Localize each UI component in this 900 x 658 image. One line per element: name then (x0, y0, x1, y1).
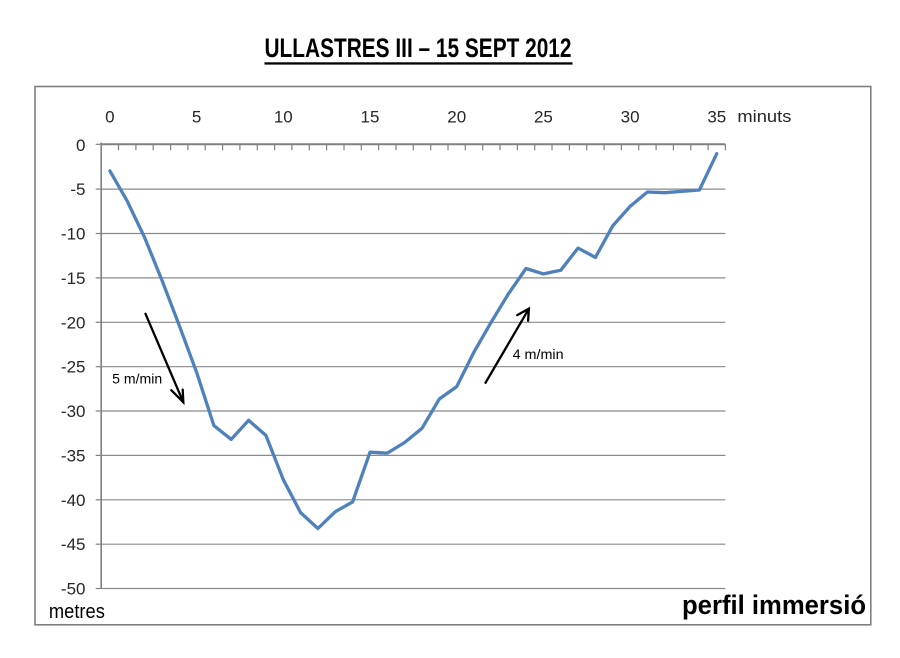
svg-text:-25: -25 (61, 358, 86, 377)
svg-text:-15: -15 (61, 269, 86, 288)
svg-text:-30: -30 (61, 402, 86, 421)
svg-text:4 m/min: 4 m/min (513, 346, 564, 362)
svg-text:minuts: minuts (737, 107, 791, 126)
svg-text:-5: -5 (70, 180, 85, 199)
svg-text:0: 0 (76, 136, 85, 155)
svg-text:-45: -45 (61, 535, 86, 554)
svg-text:-10: -10 (61, 225, 86, 244)
svg-text:-40: -40 (61, 491, 86, 510)
svg-text:5 m/min: 5 m/min (112, 370, 162, 386)
svg-text:perfil immersió: perfil immersió (682, 590, 866, 620)
svg-text:30: 30 (621, 107, 640, 126)
svg-text:metres: metres (49, 601, 105, 623)
svg-text:-50: -50 (61, 580, 86, 599)
svg-text:0: 0 (105, 107, 114, 126)
svg-text:-35: -35 (61, 446, 86, 465)
svg-text:20: 20 (447, 107, 466, 126)
svg-text:25: 25 (534, 107, 553, 126)
svg-text:ULLASTRES III – 15 SEPT 2012: ULLASTRES III – 15 SEPT 2012 (265, 33, 572, 63)
svg-text:35: 35 (707, 107, 726, 126)
svg-text:-20: -20 (61, 313, 86, 332)
svg-text:5: 5 (192, 107, 201, 126)
svg-text:15: 15 (361, 107, 380, 126)
svg-text:10: 10 (274, 107, 293, 126)
